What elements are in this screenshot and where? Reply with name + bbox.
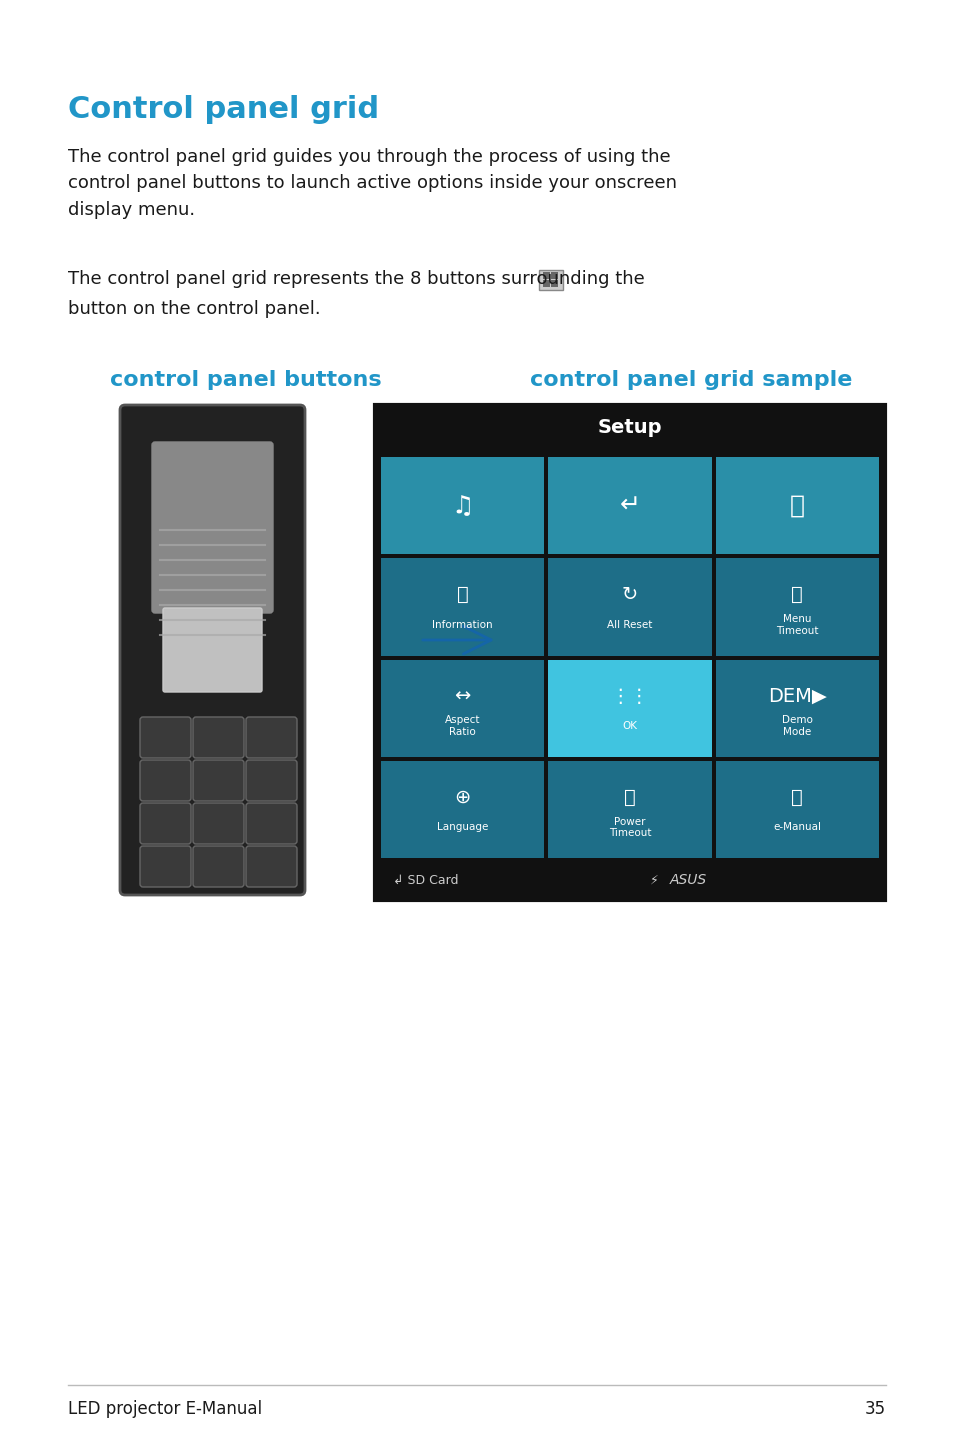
Text: ⓔ: ⓔ bbox=[791, 788, 802, 807]
FancyBboxPatch shape bbox=[715, 660, 878, 756]
FancyBboxPatch shape bbox=[539, 270, 563, 290]
FancyBboxPatch shape bbox=[120, 406, 305, 894]
Text: ⏰: ⏰ bbox=[791, 585, 802, 604]
Text: Demo
Mode: Demo Mode bbox=[781, 715, 812, 736]
Text: All Reset: All Reset bbox=[607, 620, 652, 630]
FancyBboxPatch shape bbox=[246, 846, 296, 887]
Text: button on the control panel.: button on the control panel. bbox=[68, 301, 320, 318]
Bar bbox=[543, 280, 550, 288]
Bar bbox=[376, 861, 882, 897]
Text: e-Manual: e-Manual bbox=[773, 823, 821, 833]
Text: control panel grid sample: control panel grid sample bbox=[530, 370, 851, 390]
FancyBboxPatch shape bbox=[548, 660, 711, 756]
FancyBboxPatch shape bbox=[246, 761, 296, 801]
Text: DEM▶: DEM▶ bbox=[767, 686, 826, 706]
Text: ⊕: ⊕ bbox=[454, 788, 471, 807]
Text: ↲ SD Card: ↲ SD Card bbox=[393, 873, 458, 886]
Bar bbox=[543, 272, 550, 279]
FancyBboxPatch shape bbox=[193, 802, 244, 844]
Text: 35: 35 bbox=[864, 1401, 885, 1418]
Polygon shape bbox=[490, 630, 524, 664]
FancyBboxPatch shape bbox=[140, 846, 191, 887]
Bar bbox=[551, 280, 558, 288]
FancyBboxPatch shape bbox=[193, 761, 244, 801]
Bar bbox=[551, 272, 558, 279]
Text: Information: Information bbox=[432, 620, 493, 630]
FancyBboxPatch shape bbox=[163, 608, 262, 692]
FancyBboxPatch shape bbox=[548, 457, 711, 554]
FancyBboxPatch shape bbox=[140, 718, 191, 758]
FancyBboxPatch shape bbox=[715, 761, 878, 858]
Text: Menu
Timeout: Menu Timeout bbox=[776, 614, 818, 636]
Text: OK: OK bbox=[622, 720, 637, 731]
Text: ♫: ♫ bbox=[451, 493, 474, 518]
Text: Language: Language bbox=[436, 823, 488, 833]
Text: ⏱: ⏱ bbox=[623, 788, 636, 807]
FancyBboxPatch shape bbox=[246, 802, 296, 844]
Bar bbox=[376, 406, 882, 450]
FancyBboxPatch shape bbox=[140, 802, 191, 844]
FancyBboxPatch shape bbox=[152, 441, 273, 613]
FancyBboxPatch shape bbox=[246, 718, 296, 758]
FancyBboxPatch shape bbox=[715, 558, 878, 656]
FancyBboxPatch shape bbox=[380, 660, 544, 756]
FancyBboxPatch shape bbox=[380, 558, 544, 656]
FancyBboxPatch shape bbox=[193, 846, 244, 887]
Text: Control panel grid: Control panel grid bbox=[68, 95, 378, 124]
FancyBboxPatch shape bbox=[548, 558, 711, 656]
Text: LED projector E-Manual: LED projector E-Manual bbox=[68, 1401, 262, 1418]
Text: ASUS: ASUS bbox=[669, 873, 706, 887]
Text: ↻: ↻ bbox=[621, 585, 638, 604]
FancyBboxPatch shape bbox=[140, 761, 191, 801]
FancyBboxPatch shape bbox=[380, 457, 544, 554]
FancyBboxPatch shape bbox=[715, 457, 878, 554]
FancyBboxPatch shape bbox=[548, 761, 711, 858]
Text: The control panel grid represents the 8 buttons surrounding the: The control panel grid represents the 8 … bbox=[68, 270, 644, 288]
FancyBboxPatch shape bbox=[380, 761, 544, 858]
Text: control panel buttons: control panel buttons bbox=[110, 370, 381, 390]
Text: ↔: ↔ bbox=[454, 686, 471, 706]
Text: ↵: ↵ bbox=[618, 493, 639, 518]
FancyBboxPatch shape bbox=[193, 718, 244, 758]
Bar bbox=[375, 406, 884, 900]
Text: Power
Timeout: Power Timeout bbox=[608, 817, 651, 838]
Text: ⓘ: ⓘ bbox=[456, 585, 468, 604]
Bar bbox=[415, 626, 490, 654]
Text: ⚡: ⚡ bbox=[649, 873, 659, 886]
Text: ⋮⋮: ⋮⋮ bbox=[610, 686, 649, 706]
Text: ⏻: ⏻ bbox=[789, 493, 804, 518]
Text: The control panel grid guides you through the process of using the
control panel: The control panel grid guides you throug… bbox=[68, 148, 677, 219]
Text: Setup: Setup bbox=[598, 418, 661, 437]
Text: Aspect
Ratio: Aspect Ratio bbox=[444, 715, 480, 736]
